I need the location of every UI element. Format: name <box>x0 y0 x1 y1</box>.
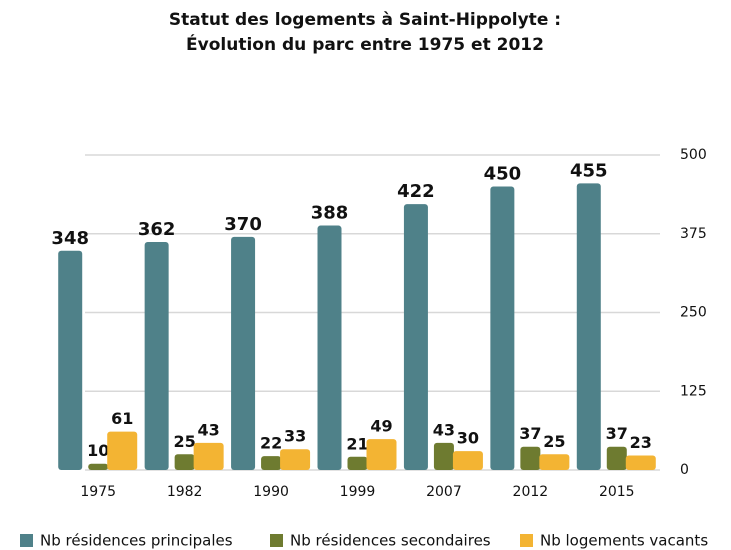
y-tick-label: 500 <box>680 147 707 163</box>
bar <box>433 442 454 470</box>
bar <box>520 446 541 470</box>
bar <box>403 204 428 470</box>
bar <box>193 442 224 470</box>
bar <box>317 225 342 470</box>
data-label: 30 <box>457 429 479 448</box>
bar <box>539 454 570 470</box>
y-tick-label: 375 <box>680 226 707 242</box>
legend-swatch <box>520 534 533 547</box>
legend-swatch <box>270 534 283 547</box>
legend-label: Nb résidences principales <box>40 532 233 550</box>
data-label: 21 <box>346 434 368 453</box>
data-label: 25 <box>174 432 196 451</box>
data-label: 22 <box>260 434 282 453</box>
data-label: 388 <box>311 203 349 224</box>
bar <box>58 250 83 470</box>
bar <box>231 236 256 470</box>
legend-swatch <box>20 534 33 547</box>
bar <box>174 454 195 470</box>
bar <box>347 456 368 470</box>
data-label: 10 <box>87 441 109 460</box>
bar <box>625 455 656 470</box>
y-tick-label: 125 <box>680 383 707 399</box>
data-label: 370 <box>224 214 262 235</box>
legend-label: Nb logements vacants <box>540 532 708 550</box>
x-tick-label: 2012 <box>513 484 549 500</box>
x-tick-label: 1975 <box>80 484 116 500</box>
data-label: 362 <box>138 219 176 240</box>
bar <box>107 431 138 470</box>
x-tick-label: 1990 <box>253 484 289 500</box>
bar <box>606 446 627 470</box>
data-label: 25 <box>543 432 565 451</box>
x-tick-label: 1999 <box>340 484 376 500</box>
bar <box>490 186 515 470</box>
data-label: 33 <box>284 427 306 446</box>
x-tick-label: 1982 <box>167 484 203 500</box>
data-label: 348 <box>51 228 89 249</box>
bar <box>280 449 311 470</box>
data-label: 43 <box>198 420 220 439</box>
x-tick-label: 2007 <box>426 484 462 500</box>
legend-label: Nb résidences secondaires <box>290 532 491 550</box>
data-label: 49 <box>370 417 392 436</box>
bar <box>452 451 483 470</box>
bar <box>261 456 282 470</box>
y-tick-label: 250 <box>680 305 707 321</box>
bar <box>88 463 109 470</box>
data-label: 61 <box>111 409 133 428</box>
chart-title: Évolution du parc entre 1975 et 2012 <box>186 33 544 55</box>
chart-title: Statut des logements à Saint-Hippolyte : <box>169 10 561 30</box>
data-label: 455 <box>570 160 608 181</box>
data-label: 450 <box>484 164 522 185</box>
x-tick-label: 2015 <box>599 484 635 500</box>
y-tick-label: 0 <box>680 462 689 478</box>
bar <box>576 183 601 470</box>
data-label: 37 <box>606 424 628 443</box>
data-label: 422 <box>397 181 435 202</box>
data-label: 23 <box>630 433 652 452</box>
bar <box>366 439 397 470</box>
bar <box>144 241 169 470</box>
data-label: 43 <box>433 420 455 439</box>
data-label: 37 <box>519 424 541 443</box>
